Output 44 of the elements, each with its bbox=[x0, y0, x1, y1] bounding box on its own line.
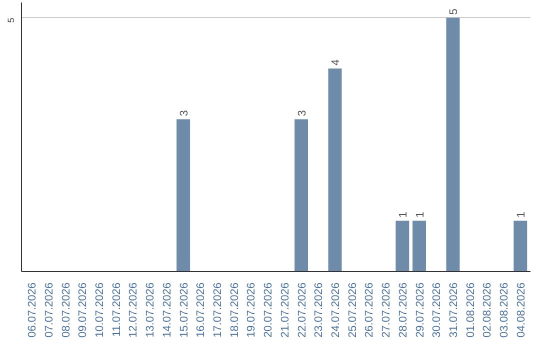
x-tick-label: 28.07.2026 bbox=[397, 282, 410, 338]
x-tick-label: 17.07.2026 bbox=[212, 282, 224, 338]
x-tick-label: 07.07.2026 bbox=[43, 282, 56, 338]
x-tick-label: 14.07.2026 bbox=[161, 282, 174, 338]
data-label: 5 bbox=[448, 8, 460, 15]
x-tick-label: 31.07.2026 bbox=[448, 282, 460, 338]
x-tick-label: 27.07.2026 bbox=[380, 282, 393, 338]
x-tick-label: 19.07.2026 bbox=[246, 282, 258, 338]
x-tick-label: 09.07.2026 bbox=[77, 282, 90, 338]
x-tick-label: 03.08.2026 bbox=[498, 282, 511, 338]
x-tick-label: 10.07.2026 bbox=[94, 282, 106, 338]
x-tick-label: 04.08.2026 bbox=[515, 282, 528, 338]
x-tick-label: 01.08.2026 bbox=[464, 282, 477, 338]
data-label: 1 bbox=[397, 212, 410, 218]
bar bbox=[294, 119, 308, 272]
x-tick-label: 26.07.2026 bbox=[364, 282, 376, 338]
bar bbox=[412, 220, 426, 272]
x-tick-label: 24.07.2026 bbox=[330, 282, 342, 338]
x-tick-label: 15.07.2026 bbox=[178, 282, 190, 338]
data-label: 1 bbox=[414, 212, 426, 218]
x-tick-label: 08.07.2026 bbox=[60, 282, 72, 338]
x-tick-label: 06.07.2026 bbox=[26, 282, 39, 338]
x-tick-label: 29.07.2026 bbox=[414, 282, 426, 338]
data-label: 4 bbox=[330, 59, 342, 66]
x-tick-label: 18.07.2026 bbox=[228, 282, 241, 338]
x-tick-label: 12.07.2026 bbox=[128, 282, 140, 338]
x-tick-label: 23.07.2026 bbox=[313, 282, 326, 338]
bar bbox=[328, 68, 342, 272]
data-label: 3 bbox=[296, 110, 308, 116]
x-tick-label: 20.07.2026 bbox=[262, 282, 275, 338]
x-tick-label: 21.07.2026 bbox=[279, 282, 292, 338]
bar bbox=[396, 220, 410, 272]
data-label: 1 bbox=[515, 212, 528, 218]
bar bbox=[446, 18, 460, 272]
bar bbox=[514, 220, 528, 272]
x-tick-label: 16.07.2026 bbox=[195, 282, 208, 338]
bar bbox=[176, 119, 190, 272]
x-tick-label: 22.07.2026 bbox=[296, 282, 308, 338]
x-tick-label: 13.07.2026 bbox=[144, 282, 157, 338]
x-tick-label: 30.07.2026 bbox=[431, 282, 444, 338]
x-tick-label: 11.07.2026 bbox=[110, 282, 123, 337]
data-label: 3 bbox=[178, 110, 190, 116]
x-tick-label: 02.08.2026 bbox=[482, 282, 494, 338]
x-tick-label: 25.07.2026 bbox=[346, 282, 359, 338]
